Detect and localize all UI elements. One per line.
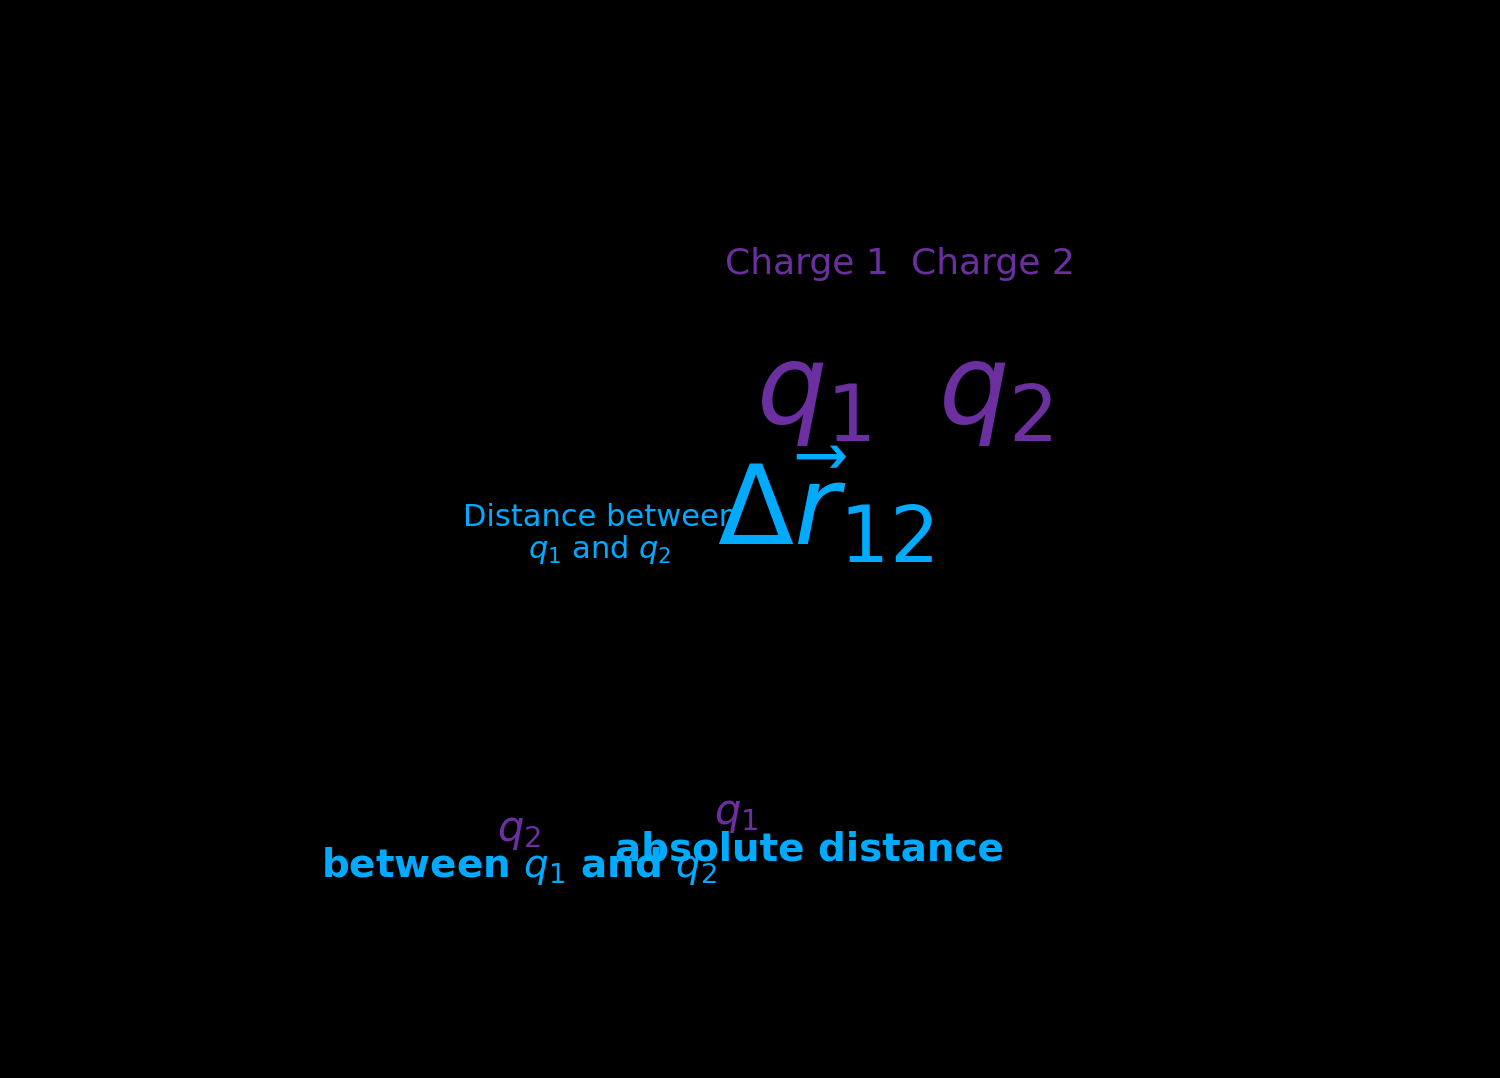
Text: $q_1$: $q_1$ [714, 793, 759, 835]
Text: Charge 2: Charge 2 [910, 247, 1076, 281]
Text: between $q_1$ and $q_2$: between $q_1$ and $q_2$ [321, 845, 717, 887]
Text: Distance between: Distance between [462, 503, 738, 533]
Text: $\Delta\vec{r}_{12}$: $\Delta\vec{r}_{12}$ [717, 447, 933, 567]
Text: $q_1$ and $q_2$: $q_1$ and $q_2$ [528, 533, 672, 566]
Text: $q_2$: $q_2$ [496, 810, 542, 852]
Text: $q_2$: $q_2$ [939, 342, 1053, 448]
Text: Charge 1: Charge 1 [724, 247, 890, 281]
Text: absolute distance: absolute distance [615, 831, 1004, 869]
Text: $q_1$: $q_1$ [756, 342, 870, 448]
